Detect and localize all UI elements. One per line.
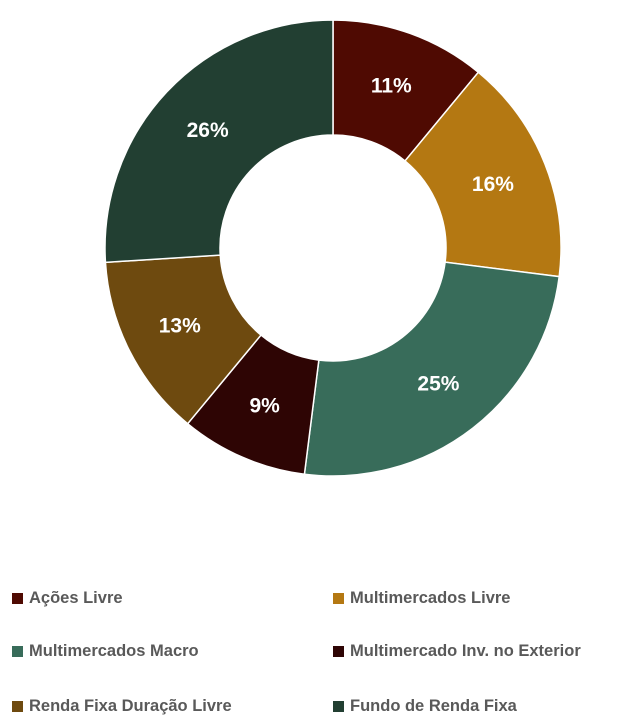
donut-slice[interactable] [303,261,561,477]
legend-item-multimercado-inv-exterior[interactable]: Multimercado Inv. no Exterior [333,640,581,662]
legend-item-multimercados-livre[interactable]: Multimercados Livre [333,587,510,609]
legend-label: Fundo de Renda Fixa [350,696,517,715]
donut-slices [104,19,562,477]
slice-data-label: 25% [417,372,459,395]
donut-slice[interactable] [104,19,334,264]
legend-item-fundo-de-renda-fixa[interactable]: Fundo de Renda Fixa [333,695,517,717]
legend-label: Multimercado Inv. no Exterior [350,641,581,660]
slice-data-label: 9% [250,394,281,417]
slice-data-label: 16% [472,173,514,196]
legend-item-multimercados-macro[interactable]: Multimercados Macro [12,640,199,662]
legend-swatch [333,592,344,604]
donut-chart: 11% 16% 25% 9% 13% 26% [104,19,562,477]
legend-label: Renda Fixa Duração Livre [29,696,232,715]
donut-slice[interactable] [403,71,562,278]
legend-item-renda-fixa-duracao-livre[interactable]: Renda Fixa Duração Livre [12,695,232,717]
slice-data-label: 26% [187,119,229,142]
slice-data-label: 13% [159,315,201,338]
slice-data-label: 11% [371,75,412,98]
legend-swatch [12,645,23,657]
legend-label: Multimercados Macro [29,641,199,660]
legend-label: Ações Livre [29,588,123,607]
legend-swatch [12,700,23,712]
legend-label: Multimercados Livre [350,588,511,607]
slice-labels: 11% 16% 25% 9% 13% 26% [159,75,515,418]
legend-swatch [12,592,23,604]
legend-swatch [333,645,344,657]
legend-swatch [333,700,344,712]
legend-item-acoes-livre[interactable]: Ações Livre [12,587,123,609]
